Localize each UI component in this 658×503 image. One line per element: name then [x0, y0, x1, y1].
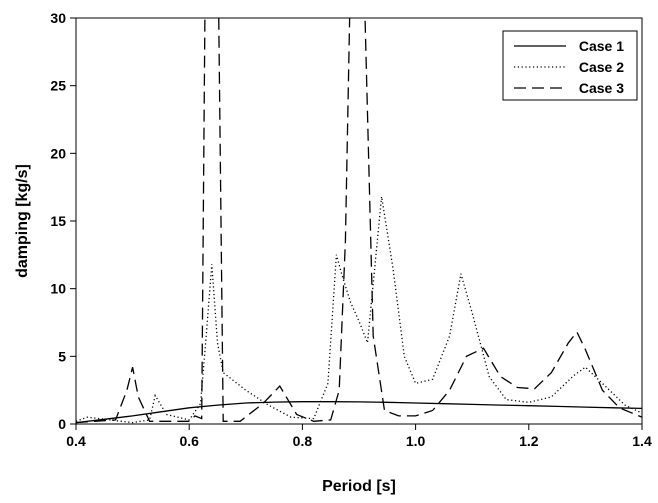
x-axis-title: Period [s]: [322, 478, 396, 495]
series-line-case-1: [76, 401, 642, 424]
legend-label-case-1: Case 1: [579, 38, 624, 54]
legend: Case 1 Case 2 Case 3: [502, 30, 638, 101]
series-line-case-3: [76, 18, 642, 424]
x-tick-label: 1.2: [519, 433, 539, 449]
series-lines: [76, 18, 642, 424]
x-tick-label: 0.4: [66, 433, 86, 449]
legend-label-case-2: Case 2: [579, 59, 624, 75]
x-axis-ticks: 0.4 0.6 0.8 1.0 1.2 1.4: [66, 424, 652, 449]
y-tick-label: 10: [50, 281, 66, 297]
y-tick-label: 30: [50, 10, 66, 26]
x-tick-label: 0.6: [179, 433, 199, 449]
y-tick-label: 5: [58, 348, 66, 364]
x-tick-label: 1.0: [406, 433, 426, 449]
y-tick-label: 25: [50, 78, 66, 94]
x-tick-label: 0.8: [293, 433, 313, 449]
y-axis-title: damping [kg/s]: [14, 164, 31, 278]
series-line-case-2: [76, 196, 642, 424]
y-tick-label: 20: [50, 145, 66, 161]
y-tick-label: 15: [50, 213, 66, 229]
x-tick-label: 1.4: [632, 433, 652, 449]
y-tick-label: 0: [58, 416, 66, 432]
y-axis-ticks: 0 5 10 15 20 25 30: [50, 10, 76, 432]
legend-label-case-3: Case 3: [579, 80, 624, 96]
